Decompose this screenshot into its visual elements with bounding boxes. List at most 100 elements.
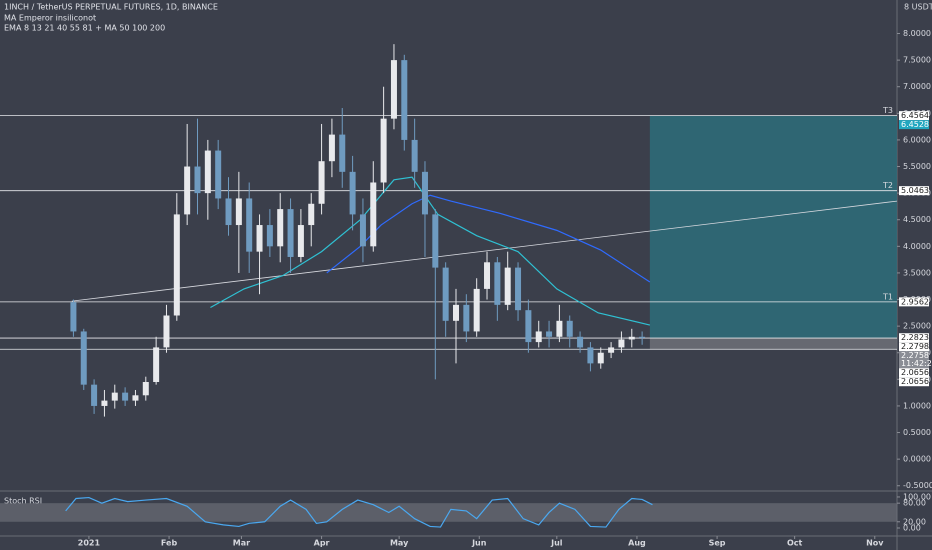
candle-body [577, 336, 584, 348]
price-label-box [899, 120, 929, 130]
y-tick-label: 0.5000 [903, 428, 931, 437]
price-label-text: 2.9562 [901, 297, 929, 306]
candle-body [246, 198, 253, 252]
candle-body [70, 302, 77, 332]
candle-body [421, 171, 428, 215]
candle-body [411, 139, 418, 172]
candle-body [566, 320, 573, 337]
x-tick-label: Apr [314, 539, 330, 548]
candle-body [328, 134, 335, 162]
candle-body [370, 182, 377, 247]
y-tick-label: 6.0000 [903, 135, 931, 144]
unit-label: 8 USDT [904, 3, 932, 12]
y-tick-label: 1.0000 [903, 401, 931, 410]
x-tick-label: Mar [233, 539, 250, 548]
y-tick-label: 4.0000 [903, 242, 931, 251]
price-label-text: 2.2758 [901, 351, 929, 360]
candle-body [91, 384, 98, 406]
candle-body [535, 331, 542, 343]
price-label-box [899, 368, 929, 378]
candle-body [546, 331, 553, 337]
y-tick-label: 2.5000 [903, 322, 931, 331]
price-label: 2.2823 [899, 333, 929, 343]
candle-body [401, 60, 408, 140]
candle-body [432, 214, 439, 268]
candle-body [628, 336, 635, 340]
stoch-title: Stoch RSI [4, 497, 42, 506]
candle-body [184, 166, 191, 215]
y-tick-label: 5.5000 [903, 162, 931, 171]
stoch-tick-label: 80.00 [903, 499, 926, 508]
x-tick-label: Jun [471, 539, 487, 548]
price-label-box [899, 342, 929, 352]
candle-body [608, 347, 615, 353]
price-label: 2.9562 [899, 297, 929, 307]
candle-body [235, 198, 242, 226]
candle-body [452, 304, 459, 321]
candle-body [442, 267, 449, 321]
chart-subtitle: MA Emperor insiliconot [4, 14, 96, 23]
candle-body [256, 225, 263, 252]
y-tick-label: 4.5000 [903, 215, 931, 224]
candle-body [194, 166, 201, 194]
candle-body [504, 267, 511, 305]
price-label: 5.0463 [899, 186, 929, 196]
level-label: T2 [882, 181, 893, 190]
price-label-box [899, 333, 929, 343]
indicator-label: EMA 8 13 21 40 55 81 + MA 50 100 200 [4, 24, 165, 33]
price-label-box [899, 351, 929, 369]
y-tick-label: -0.5000 [903, 481, 932, 490]
candle-body [277, 209, 284, 247]
x-tick-label: Oct [787, 539, 803, 548]
price-label-text: 6.4564 [901, 111, 929, 120]
price-label: 6.4528 [899, 120, 929, 130]
candle-body [473, 288, 480, 332]
level-label: T3 [882, 106, 893, 115]
candle-body [515, 267, 522, 311]
x-tick-label: 2021 [78, 539, 101, 548]
candle-body [101, 400, 108, 406]
candle-body [484, 262, 491, 289]
y-tick-label: 7.5000 [903, 56, 931, 65]
candle-body [556, 320, 563, 337]
candle-body [173, 214, 180, 316]
candle-body [111, 392, 118, 401]
x-tick-label: Aug [628, 539, 646, 548]
price-label-text: 2.0656 [901, 368, 929, 377]
target-zone [649, 115, 897, 339]
candle-body [380, 118, 387, 183]
candle-body [122, 392, 129, 401]
candle-body [287, 209, 294, 257]
ma-line [210, 176, 651, 326]
price-label-box [899, 186, 929, 196]
x-tick-label: Nov [866, 539, 884, 548]
stoch-tick-label: 0.00 [903, 523, 921, 532]
candle-body [463, 304, 470, 332]
price-label-box [899, 377, 929, 387]
candle-body [142, 381, 149, 396]
candle-body [597, 352, 604, 364]
price-label: 2.2798 [899, 342, 929, 352]
candle-body [318, 161, 325, 204]
level-label: T1 [882, 292, 893, 301]
candle-body [339, 134, 346, 172]
candle-body [225, 198, 232, 226]
candle-body [132, 395, 139, 401]
x-tick-label: Jul [550, 539, 563, 548]
price-label-box [899, 297, 929, 307]
candle-body [297, 225, 304, 257]
candle-body [390, 60, 397, 119]
candle-body [163, 315, 170, 348]
candle-body [359, 214, 366, 247]
candle-body [204, 150, 211, 194]
candle-body [494, 262, 501, 305]
price-label-text: 2.0656 [901, 377, 929, 386]
price-label-text: 5.0463 [901, 186, 929, 195]
chart-title: 1INCH / TetherUS PERPETUAL FUTURES, 1D, … [4, 3, 218, 12]
price-label: 2.0656 [899, 377, 929, 387]
candle-body [308, 203, 315, 226]
stoch-line [65, 496, 653, 528]
candle-body [618, 339, 625, 348]
